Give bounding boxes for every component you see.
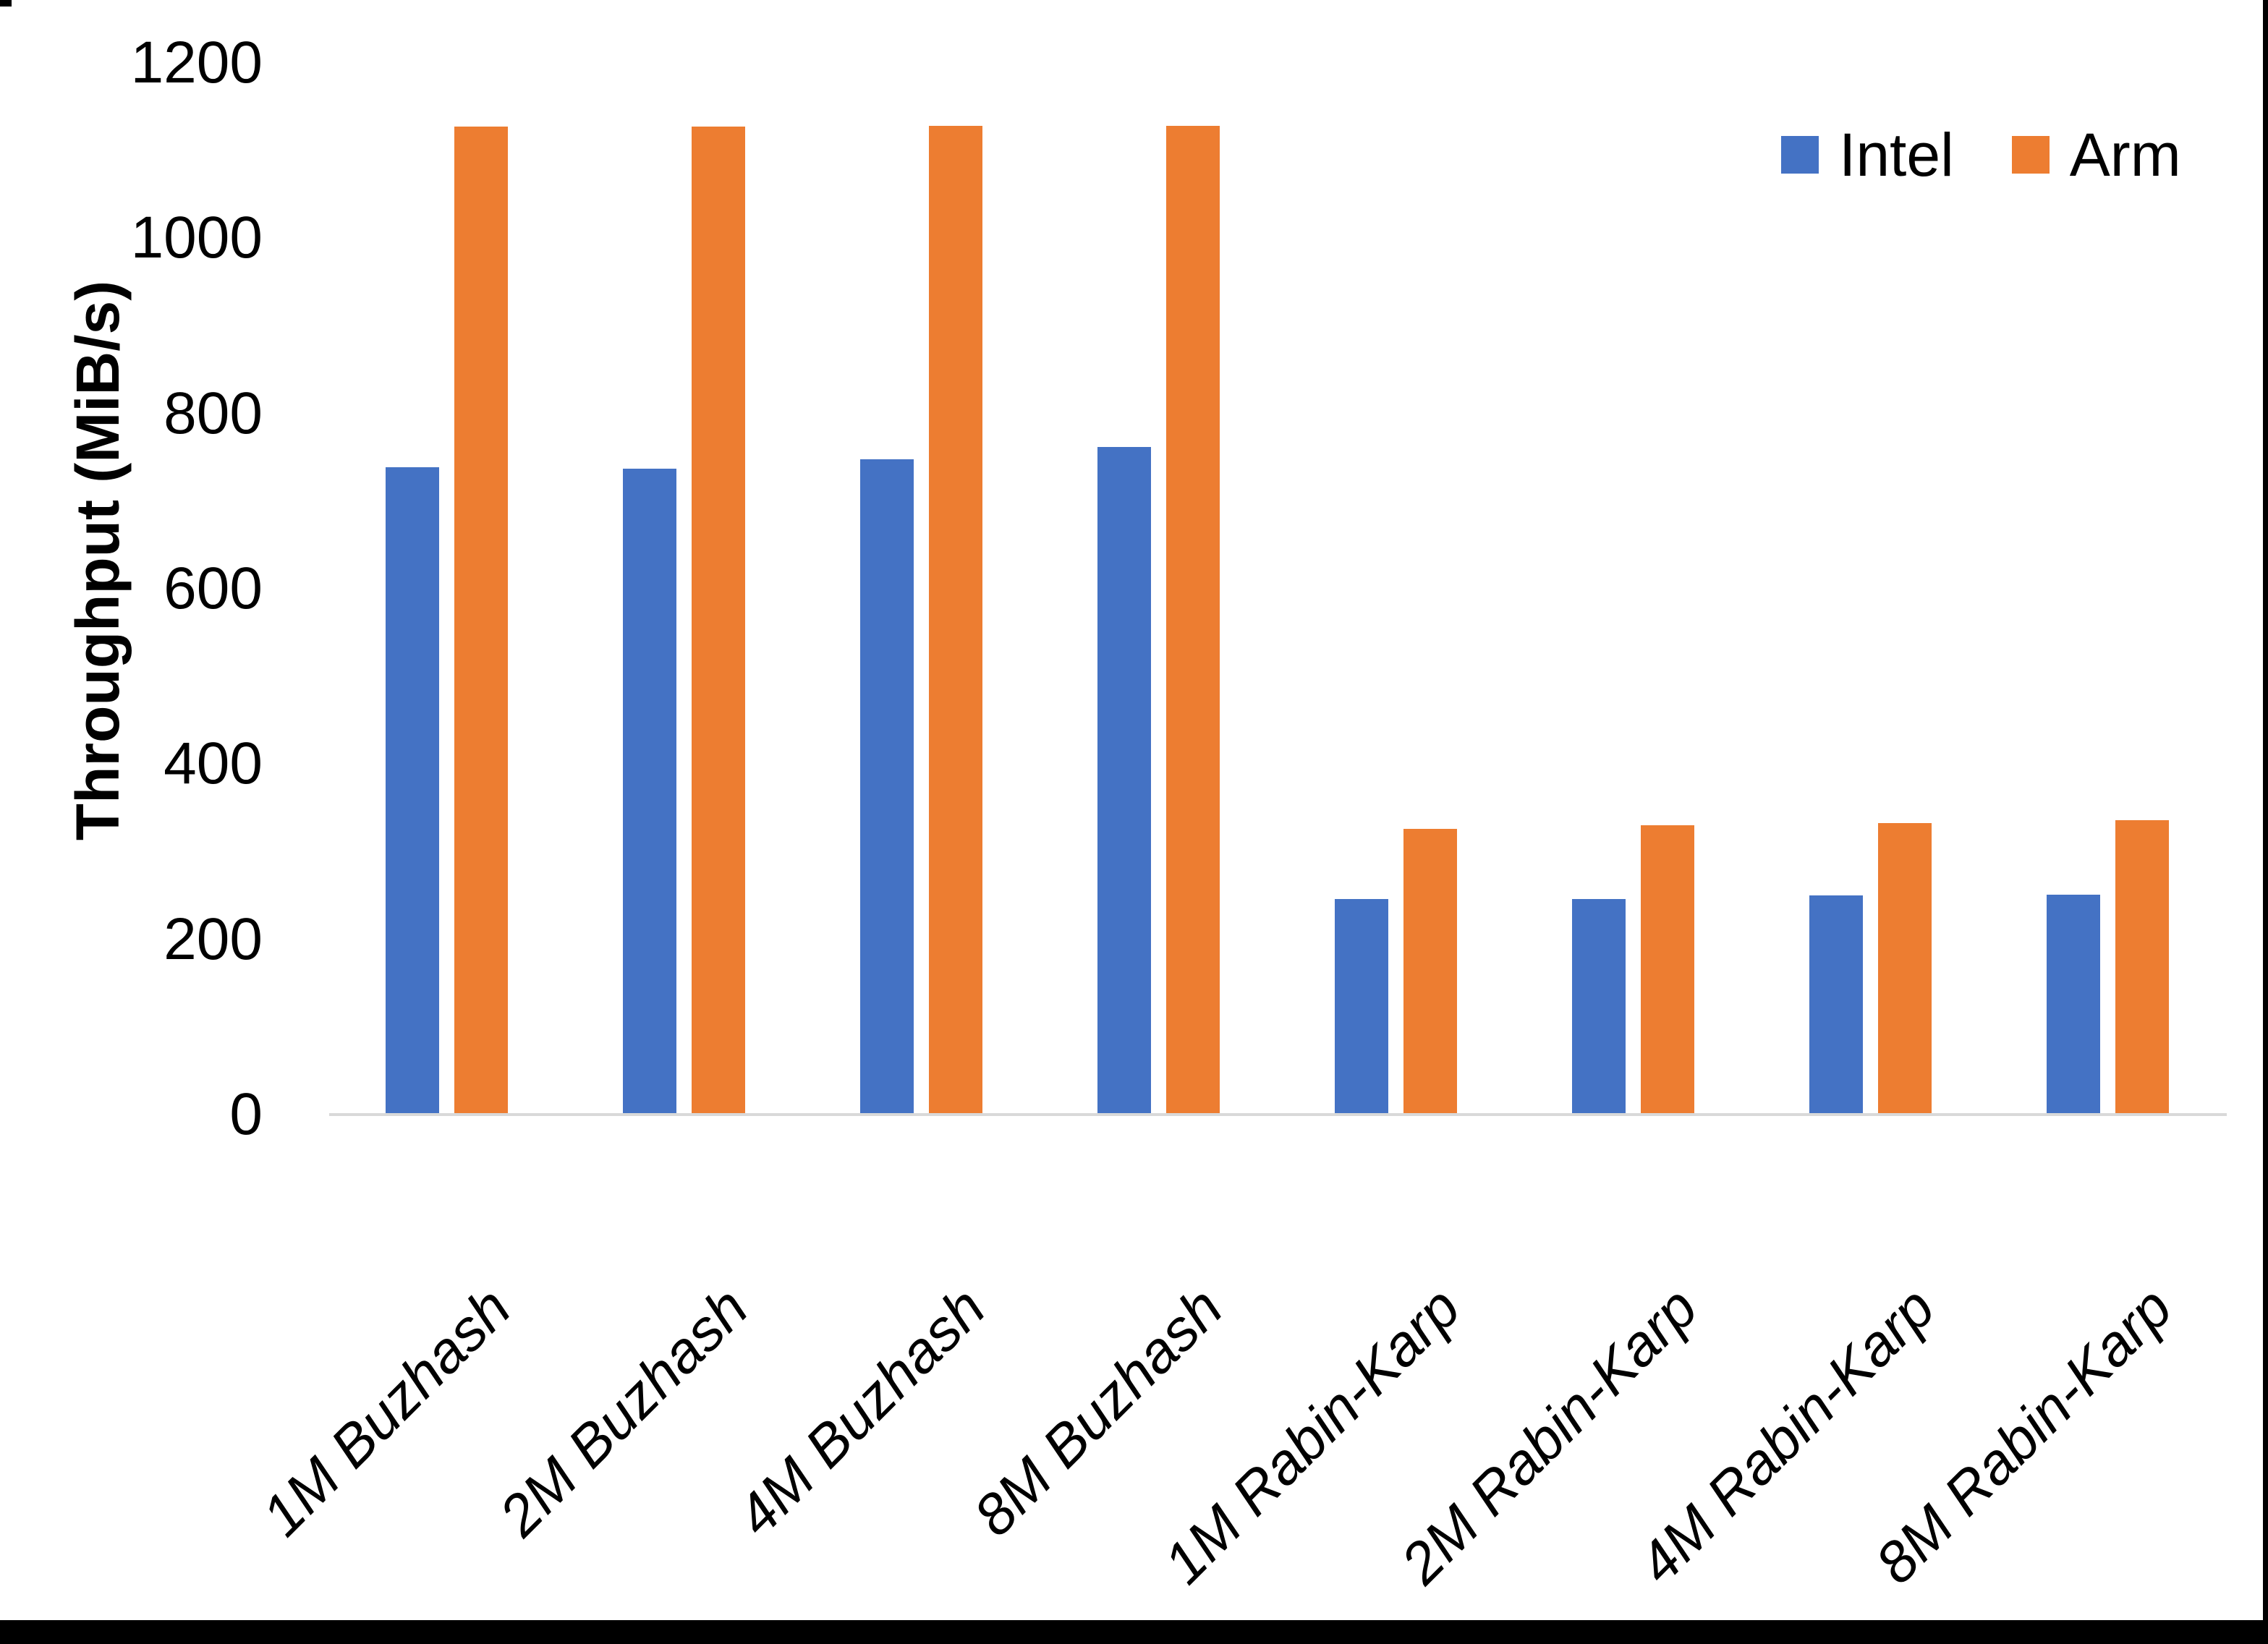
bar-arm-4m-rabin-karp (1877, 822, 1932, 1115)
x-axis-line (329, 1113, 2227, 1116)
intel-legend-swatch (1781, 136, 1819, 174)
bar-intel-2m-buzhash (622, 469, 676, 1115)
x-label-8m-buzhash: 8M Buzhash (961, 1274, 1235, 1549)
arm-legend-label: Arm (2069, 121, 2181, 189)
legend: Intel Arm (1781, 124, 2181, 185)
bar-arm-1m-buzhash (454, 127, 508, 1115)
y-tick-1200: 1200 (130, 30, 263, 95)
bar-arm-8m-buzhash (1165, 126, 1220, 1115)
screenshot-bottom-border (0, 1620, 2268, 1644)
x-label-4m-buzhash: 4M Buzhash (724, 1274, 998, 1549)
bar-intel-1m-rabin-karp (1334, 898, 1388, 1115)
bar-arm-2m-buzhash (691, 127, 745, 1115)
x-label-2m-buzhash: 2M Buzhash (487, 1274, 760, 1549)
y-tick-0: 0 (229, 1081, 263, 1147)
x-label-1m-buzhash: 1M Buzhash (250, 1274, 523, 1549)
bar-arm-8m-rabin-karp (2115, 819, 2169, 1115)
bar-intel-2m-rabin-karp (1571, 898, 1626, 1115)
bar-intel-4m-buzhash (859, 459, 914, 1115)
bar-intel-4m-rabin-karp (1809, 895, 1863, 1115)
bar-arm-4m-buzhash (928, 126, 982, 1115)
y-tick-1000: 1000 (130, 205, 263, 271)
y-tick-600: 600 (163, 555, 263, 621)
screenshot-corner-mark (0, 0, 12, 7)
intel-legend-label: Intel (1839, 121, 1954, 189)
legend-item-intel: Intel (1781, 124, 1954, 185)
y-tick-200: 200 (163, 906, 263, 972)
arm-legend-swatch (2011, 136, 2050, 174)
bar-intel-1m-buzhash (385, 467, 439, 1115)
bar-arm-2m-rabin-karp (1640, 825, 1694, 1115)
bar-intel-8m-rabin-karp (2046, 894, 2100, 1115)
bar-intel-8m-buzhash (1097, 446, 1151, 1115)
legend-item-arm: Arm (2011, 121, 2181, 189)
screenshot-right-border (2263, 0, 2268, 1644)
bar-arm-1m-rabin-karp (1403, 828, 1457, 1115)
y-tick-400: 400 (163, 731, 263, 797)
y-tick-800: 800 (163, 380, 263, 446)
